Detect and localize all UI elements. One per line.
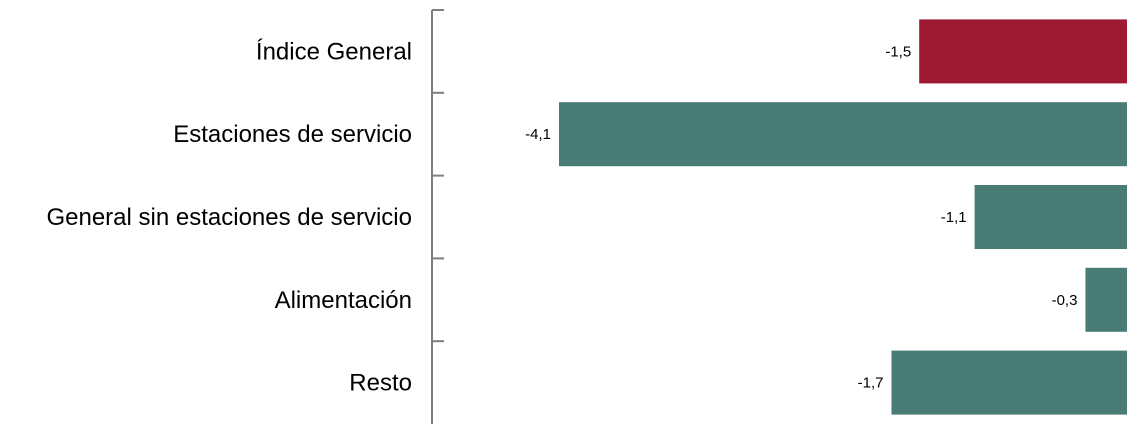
bar <box>1085 267 1127 332</box>
data-label: -1,1 <box>941 209 967 226</box>
bar <box>974 185 1127 249</box>
data-label: -0,3 <box>1052 292 1078 309</box>
data-label: -1,7 <box>858 375 884 392</box>
labels: Índice General -1,5 Estaciones de servicio… <box>46 38 1077 396</box>
bar <box>919 19 1127 84</box>
category-label: Índice General <box>256 38 412 65</box>
bars <box>559 19 1127 415</box>
category-axis <box>431 9 444 424</box>
data-label: -4,1 <box>525 126 551 143</box>
bar <box>559 102 1127 167</box>
bar <box>891 350 1127 415</box>
category-label: General sin estaciones de servicio <box>46 204 412 231</box>
category-label: Resto <box>349 370 412 397</box>
category-label: Estaciones de servicio <box>173 121 412 148</box>
category-label: Alimentación <box>275 287 412 314</box>
data-label: -1,5 <box>885 43 911 60</box>
